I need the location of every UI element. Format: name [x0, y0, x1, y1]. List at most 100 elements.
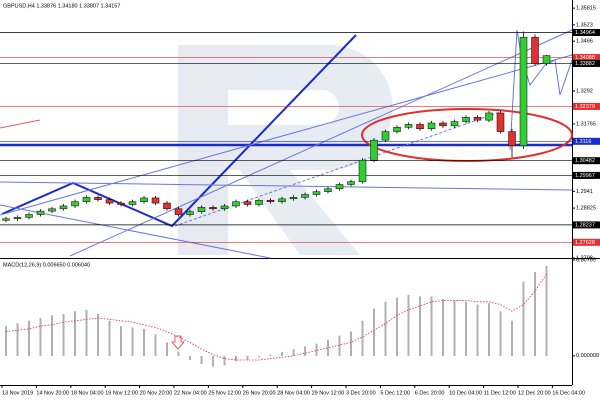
x-tick-label: 18 Nov 04:00	[71, 390, 104, 396]
candle-body	[71, 201, 79, 207]
macd-bar	[5, 326, 7, 356]
macd-bar	[407, 295, 410, 356]
macd-bar	[177, 351, 180, 356]
candle-body	[105, 199, 114, 204]
candle-body	[243, 201, 252, 205]
y-tick-label: 1.2708	[576, 255, 593, 261]
candle-body	[519, 36, 528, 147]
x-tick-label: 10 Dec 04:00	[449, 390, 482, 396]
level-label: 1.32379	[575, 104, 595, 110]
level-label-box	[573, 102, 600, 110]
candle-body	[186, 211, 194, 215]
macd-bar	[97, 313, 99, 356]
macd-bar	[327, 339, 329, 356]
candle-body	[439, 122, 447, 127]
level-label-box	[573, 157, 600, 165]
level-label-box	[573, 221, 600, 229]
x-tick-label: 29 Nov 12:00	[312, 390, 345, 396]
candle-body	[450, 121, 459, 127]
candle-body	[508, 131, 516, 147]
y-tick-label: 1.3292	[576, 88, 593, 94]
candle-body	[335, 184, 344, 190]
macd-bar	[131, 327, 134, 356]
x-tick-label: 3 Dec 20:00	[346, 390, 376, 396]
candle-body	[462, 117, 470, 122]
macd-bar	[235, 355, 237, 362]
macd-bar	[511, 320, 513, 356]
candle-body	[25, 214, 33, 218]
macd-bar	[258, 355, 260, 358]
candle-body	[347, 181, 355, 185]
candle-body	[324, 188, 332, 192]
macd-bar	[534, 272, 536, 356]
macd-bar	[545, 265, 548, 356]
macd-bar	[361, 320, 364, 356]
candle-body	[312, 191, 321, 195]
macd-bar	[338, 335, 341, 356]
level-label-box	[573, 137, 600, 145]
y-tick-label: 1.31765	[576, 121, 596, 127]
x-tick-label: 13 Nov 2019	[2, 390, 33, 396]
candle-body	[358, 159, 367, 182]
candle-body	[301, 194, 309, 198]
macd-bar	[120, 326, 122, 356]
macd-bar	[419, 296, 421, 356]
macd-bar	[522, 281, 525, 356]
macd-bar	[442, 299, 444, 356]
macd-bar	[62, 313, 65, 356]
chart-title: GBPUSD,H4 1.33876 1.34180 1.33807 1.3415…	[3, 3, 120, 9]
x-tick-label: 20 Nov 20:00	[140, 390, 173, 396]
macd-bar	[143, 328, 145, 356]
candle-body	[370, 139, 378, 161]
candle-body	[94, 197, 102, 200]
x-tick-label: 14 Nov 20:00	[36, 390, 69, 396]
candle-body	[381, 131, 390, 141]
x-tick-label: 6 Dec 20:00	[415, 390, 445, 396]
level-label: 1.29967	[575, 173, 595, 179]
level-label-box	[573, 171, 600, 179]
level-label-box	[573, 59, 600, 67]
y-tick-label: 0.00709	[576, 257, 596, 263]
macd-bar	[74, 311, 76, 356]
macd-bar	[465, 301, 467, 356]
macd-bar	[39, 318, 42, 356]
macd-title: MACD(12,26,9) 0.006650 0.006040	[3, 262, 90, 268]
macd-bar	[281, 351, 283, 356]
signal-line	[5, 273, 547, 361]
macd-bar	[200, 355, 203, 365]
candle-body	[416, 124, 424, 129]
x-tick-label: 25 Nov 12:00	[208, 390, 241, 396]
y-tick-label: 1.28825	[576, 206, 596, 212]
macd-bar	[166, 342, 168, 356]
candle-body	[232, 201, 240, 207]
candle-body	[140, 197, 148, 202]
macd-bar	[396, 297, 398, 356]
candle-body	[404, 124, 413, 128]
x-tick-label: 11 Dec 12:00	[484, 390, 516, 396]
candle-body	[278, 198, 286, 202]
level-label: 1.27628	[575, 240, 595, 246]
macd-bar	[430, 296, 433, 356]
candle-body	[151, 197, 160, 204]
macd-bar	[315, 343, 318, 356]
macd-bar	[499, 311, 502, 356]
macd-bar	[85, 309, 88, 356]
candle-body	[174, 208, 183, 215]
y-tick-label: 1.3523	[576, 22, 593, 28]
candle-body	[59, 205, 68, 210]
candle-body	[128, 201, 137, 205]
y-tick-label: 1.35815	[576, 6, 596, 12]
macd-bar	[292, 349, 295, 356]
macd-bar	[189, 355, 191, 360]
macd-bar	[108, 320, 111, 356]
candle-body	[531, 36, 539, 64]
y-tick-label: 1.3466	[576, 39, 593, 45]
candle-body	[496, 112, 505, 132]
macd-bar	[453, 300, 456, 356]
candle-body	[36, 210, 45, 215]
candle-body	[220, 205, 229, 210]
level-label-box	[573, 238, 600, 246]
candle-body	[82, 197, 91, 202]
level-label: 1.3116	[575, 139, 591, 145]
